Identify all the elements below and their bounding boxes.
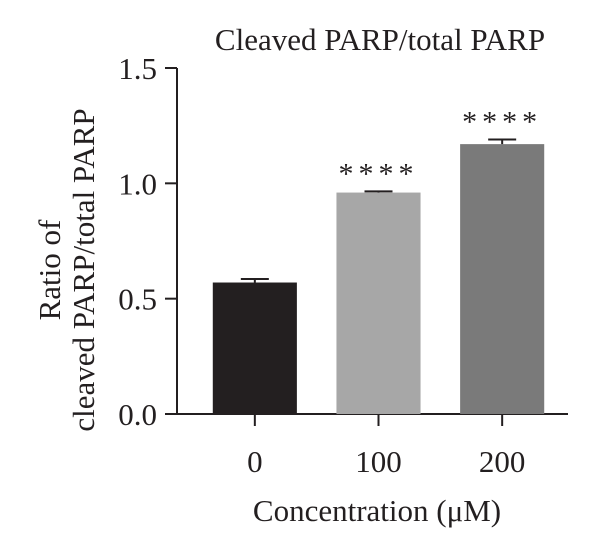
x-tick-label-100: 100 — [355, 444, 402, 479]
bar-100 — [336, 192, 421, 414]
y-axis-label: Ratio of cleaved PARP/total PARP — [32, 108, 101, 431]
y-tick-label: 0.5 — [118, 282, 157, 317]
y-tick-label: 0.0 — [118, 397, 157, 432]
significance-marker: **** — [462, 106, 542, 139]
bars: **** **** — [212, 106, 545, 414]
x-tick-label-0: 0 — [247, 444, 263, 479]
bar-200 — [460, 144, 545, 414]
significance-marker: **** — [339, 157, 419, 190]
y-tick-label: 1.0 — [118, 166, 157, 201]
bar-0 — [212, 282, 297, 414]
y-axis: 0.0 0.5 1.0 1.5 — [118, 51, 178, 432]
y-tick-label: 1.5 — [118, 51, 157, 86]
y-axis-label-line-2: cleaved PARP/total PARP — [66, 108, 101, 431]
x-axis: 0 100 200 — [177, 413, 568, 479]
y-axis-label-line-1: Ratio of — [32, 219, 67, 320]
x-tick-label-200: 200 — [479, 444, 526, 479]
chart-title: Cleaved PARP/total PARP — [215, 22, 545, 57]
x-axis-label: Concentration (μM) — [253, 493, 501, 528]
